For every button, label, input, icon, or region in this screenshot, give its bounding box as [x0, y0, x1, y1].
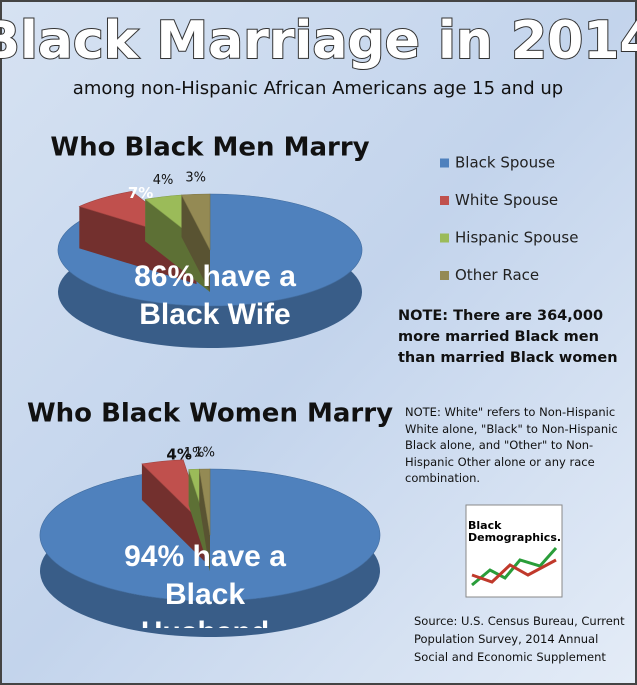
- legend-swatch: [440, 233, 449, 243]
- source: Source: U.S. Census Bureau, Current Popu…: [414, 614, 625, 664]
- slice-top: [198, 468, 211, 536]
- logo-line: [471, 558, 557, 584]
- slice: [181, 193, 211, 292]
- logo-box: [465, 504, 563, 598]
- slice-wall: [79, 191, 197, 285]
- chart-title: Who Black Women Marry: [27, 399, 393, 429]
- legend-label: Other Race: [455, 266, 539, 284]
- big-label-box: 86% have a Black Wife: [134, 260, 296, 331]
- logo-text-box: Black Demographics.com: [468, 520, 560, 544]
- slice-top: [39, 468, 381, 602]
- main-title: Black Marriage in 2014: [0, 11, 637, 71]
- slice-wall: [199, 469, 210, 571]
- value-label: 4%: [153, 173, 174, 188]
- note: NOTE: There are 364,000 more married Bla…: [398, 308, 618, 366]
- logo-line: [471, 547, 558, 587]
- chart-title: Who Black Men Marry: [50, 133, 369, 163]
- note-box: NOTE: There are 364,000 more married Bla…: [398, 308, 618, 366]
- slice-wall: [181, 194, 210, 292]
- value-label: 1%: [194, 446, 215, 461]
- legend-swatch: [440, 196, 449, 205]
- subtitle: among non-Hispanic African Americans age…: [73, 78, 563, 99]
- logo-text: Black Demographics.com: [468, 520, 560, 544]
- legend-label: Hispanic Spouse: [455, 229, 578, 247]
- legend-label: Black Spouse: [455, 154, 555, 172]
- source-box: Source: U.S. Census Bureau, Current Popu…: [414, 614, 625, 664]
- slice-top: [141, 459, 205, 526]
- value-label: 94% have a Black Husband: [124, 540, 286, 628]
- note-box: NOTE: White" refers to Non-Hispanic Whit…: [405, 405, 618, 485]
- legend-label: White Spouse: [455, 191, 558, 209]
- slice-top: [181, 193, 211, 251]
- value-label: 1%: [184, 446, 205, 461]
- big-label-box: 94% have a Black Husband: [124, 540, 286, 628]
- value-label: 7%: [128, 184, 153, 202]
- value-label: 86% have a Black Wife: [134, 260, 296, 331]
- legend-swatch: [440, 271, 449, 280]
- legend-swatch: [440, 158, 449, 168]
- value-label: 4%: [166, 445, 191, 463]
- value-label: 3%: [185, 171, 206, 186]
- slice-wall: [188, 469, 210, 571]
- slice-top: [57, 193, 363, 307]
- note: NOTE: White" refers to Non-Hispanic Whit…: [405, 405, 618, 485]
- slice: [198, 468, 211, 571]
